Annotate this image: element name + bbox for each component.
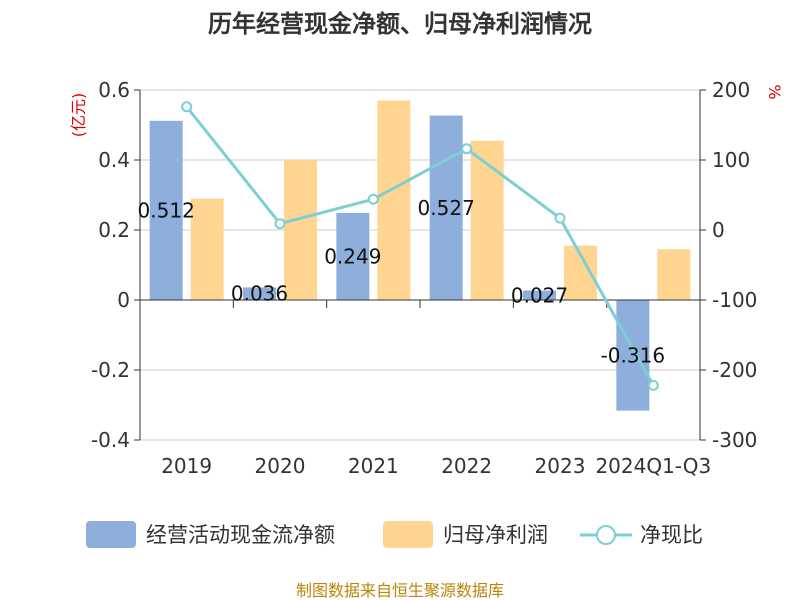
legend-swatch-net-profit: [383, 521, 433, 548]
bars: [149, 100, 691, 411]
ratio-point-2022: [461, 143, 473, 155]
left-tick-label-1: 0.4: [98, 148, 130, 172]
right-tick-label-1: 100: [712, 148, 750, 172]
ratio-point-2024Q1-Q3: [647, 379, 659, 391]
bar-net-profit-2019: [190, 198, 224, 300]
x-tick-label-2021: 2021: [348, 454, 399, 478]
x-tick-label-2020: 2020: [255, 454, 306, 478]
data-label-cash-flow-2020: 0.036: [231, 282, 288, 306]
bar-cash-flow-2021: [336, 212, 370, 300]
left-tick-label-2: 0.2: [98, 218, 130, 242]
ratio-point-2020: [274, 218, 286, 230]
bar-net-profit-2021: [377, 100, 411, 300]
bar-cash-flow-2022: [429, 115, 463, 300]
data-labels: 0.512 0.036 0.249 0.527 0.027 -0.316: [138, 196, 666, 368]
data-label-cash-flow-2024Q1-Q3: -0.316: [601, 343, 665, 367]
ratio-line: [181, 101, 659, 391]
left-tick-label-5: -0.4: [91, 428, 130, 452]
data-label-cash-flow-2022: 0.527: [418, 196, 475, 220]
legend-label-net-profit: 归母净利润: [443, 523, 548, 547]
legend-marker-ratio: [596, 525, 616, 545]
x-tick-label-2019: 2019: [161, 454, 212, 478]
ratio-point-2023: [554, 212, 566, 224]
bar-cash-flow-2020: [243, 287, 276, 300]
x-tick-label-2023: 2023: [535, 454, 586, 478]
legend-label-ratio: 净现比: [640, 523, 703, 547]
data-label-cash-flow-2023: 0.027: [511, 283, 568, 307]
left-tick-label-0: 0.6: [98, 78, 130, 102]
legend: 经营活动现金流净额 归母净利润 净现比: [86, 521, 703, 548]
right-axis-unit: %: [765, 84, 784, 99]
bar-cash-flow-2024Q1-Q3: [616, 300, 650, 411]
left-tick-label-3: 0: [117, 288, 130, 312]
bar-net-profit-2024Q1-Q3: [657, 249, 691, 300]
chart-title: 历年经营现金净额、归母净利润情况: [208, 10, 592, 38]
right-tick-label-3: -100: [712, 288, 757, 312]
bar-cash-flow-2019: [149, 120, 183, 300]
right-tick-label-5: -300: [712, 428, 757, 452]
ratio-point-2021: [367, 193, 379, 205]
bar-net-profit-2022: [470, 140, 504, 300]
left-axis-unit: (亿元): [69, 93, 88, 138]
x-tick-label-2024Q1-Q3: 2024Q1-Q3: [595, 454, 711, 478]
tick-labels: 0.6 0.4 0.2 0 -0.2 -0.4 200 100 0 -100 -200 -300 201…: [91, 78, 757, 478]
bar-cash-flow-2023: [523, 290, 556, 300]
legend-swatch-cash-flow: [86, 521, 136, 548]
data-label-cash-flow-2021: 0.249: [324, 244, 381, 268]
right-tick-label-0: 200: [712, 78, 750, 102]
source-note: 制图数据来自恒生聚源数据库: [296, 581, 504, 600]
x-tick-label-2022: 2022: [441, 454, 492, 478]
right-tick-label-4: -200: [712, 358, 757, 382]
ratio-point-2019: [181, 101, 193, 113]
left-tick-label-4: -0.2: [91, 358, 130, 382]
right-tick-label-2: 0: [712, 218, 725, 242]
data-label-cash-flow-2019: 0.512: [138, 198, 195, 222]
legend-label-cash-flow: 经营活动现金流净额: [146, 523, 335, 547]
ratio-line-path: [185, 105, 655, 387]
grid-lines: [140, 89, 700, 441]
bar-net-profit-2020: [284, 160, 317, 300]
